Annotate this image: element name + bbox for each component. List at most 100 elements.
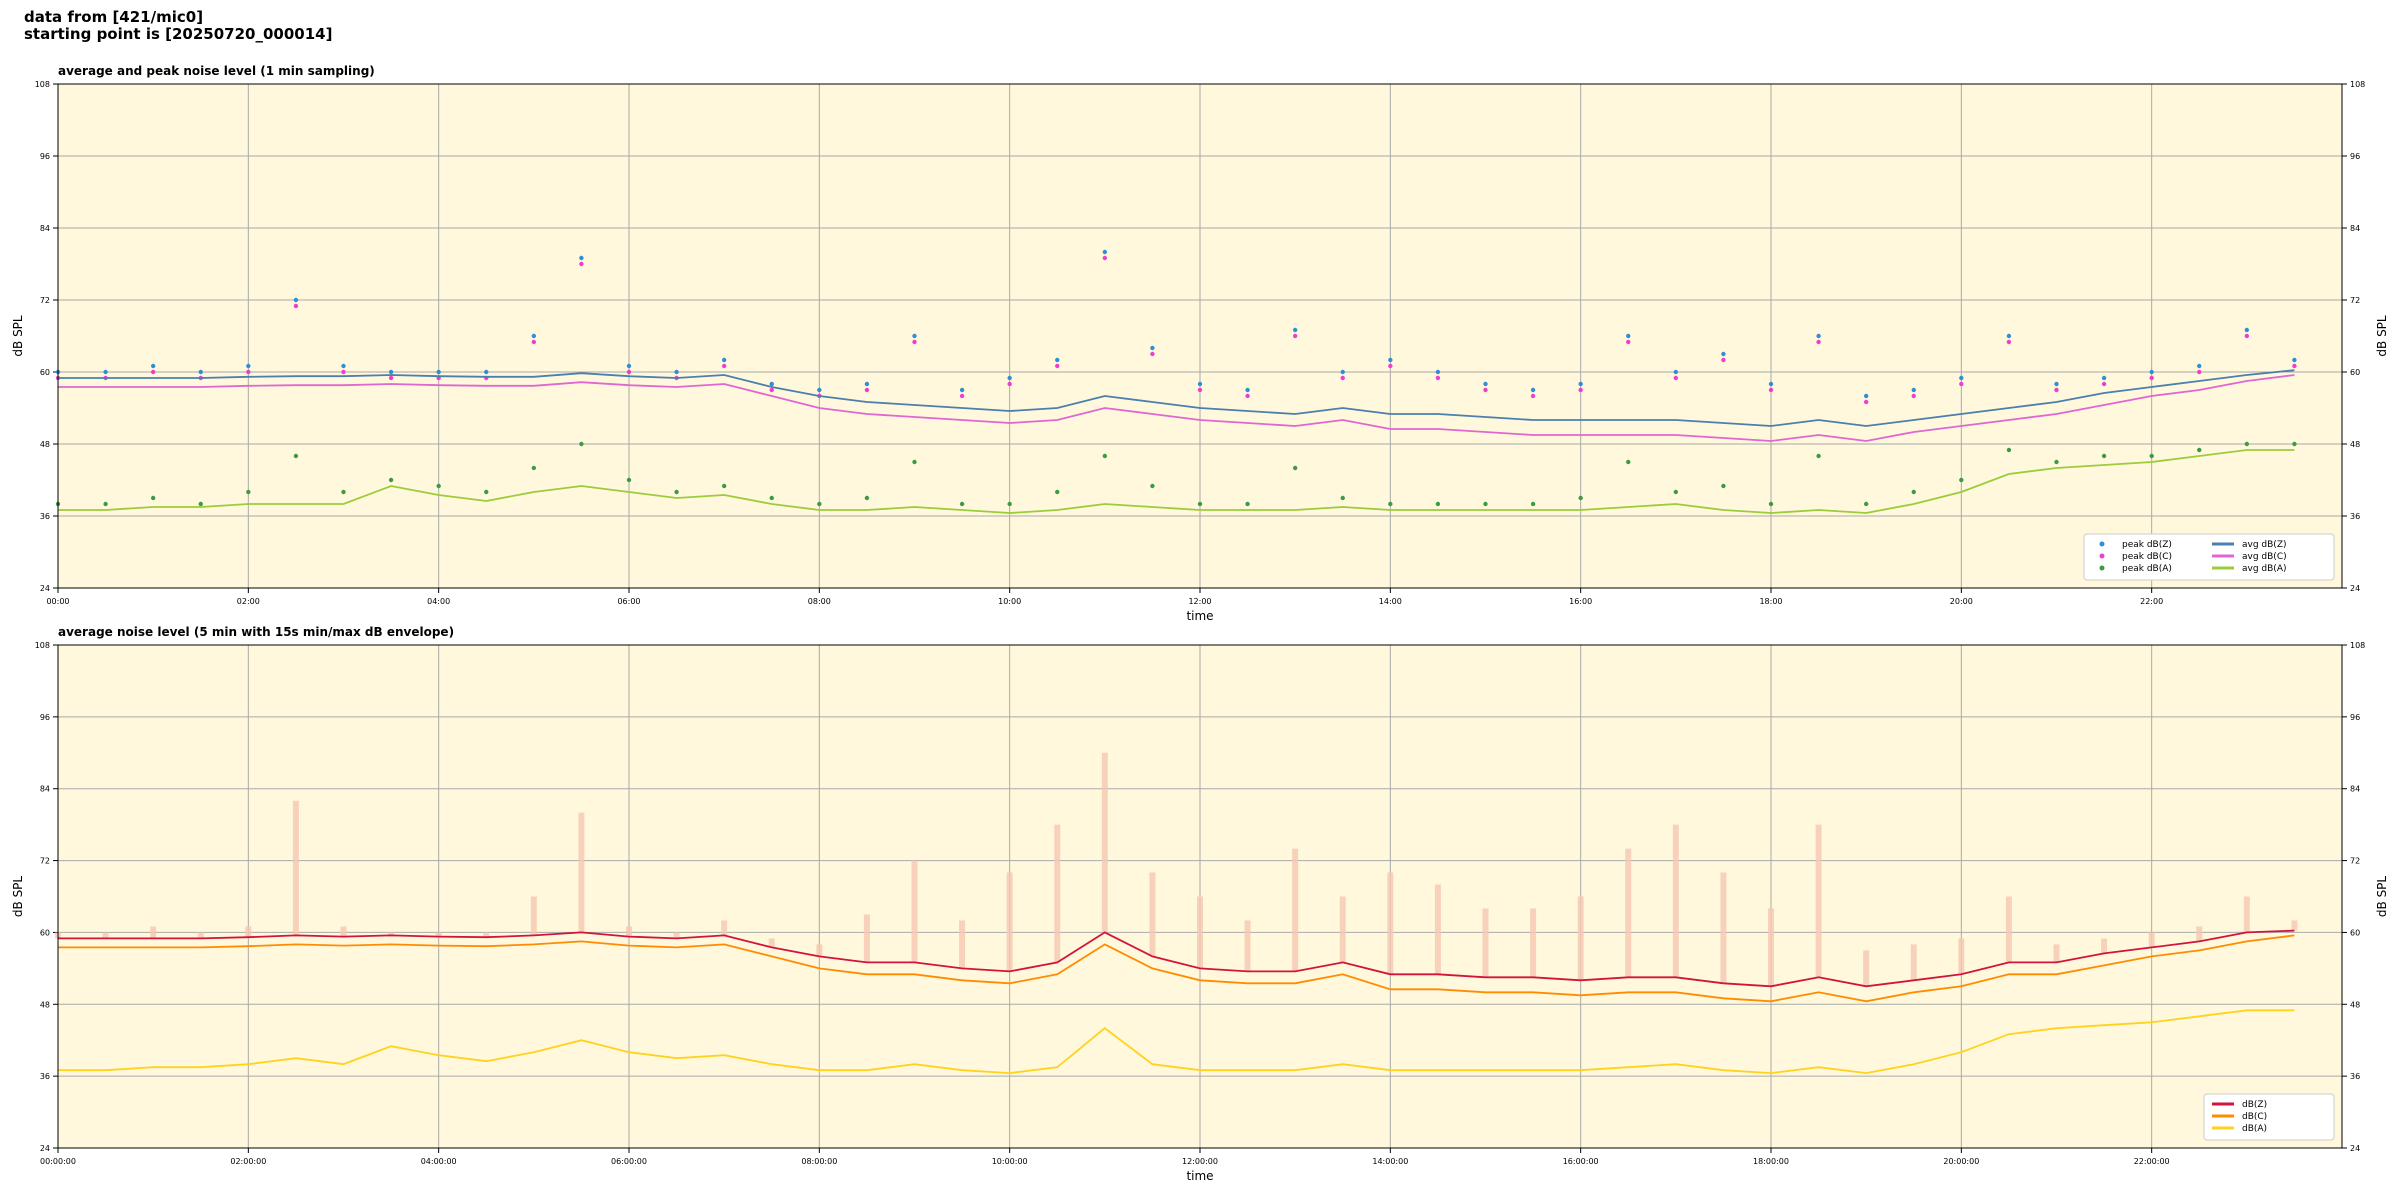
y-tick-label: 24 — [40, 1144, 50, 1153]
peak-point — [2006, 333, 2012, 339]
peak-point — [293, 297, 299, 303]
peak-point — [1959, 381, 1964, 387]
peak-point — [388, 369, 394, 375]
y-tick-label: 48 — [2350, 1000, 2360, 1009]
x-tick-label: 16:00 — [1569, 597, 1592, 606]
peak-point — [769, 495, 774, 501]
peak-point — [1721, 357, 1726, 363]
peak-point — [864, 381, 870, 387]
legend-label: dB(Z) — [2242, 1100, 2267, 1110]
x-tick-label: 10:00 — [998, 597, 1021, 606]
series-line — [58, 929, 2295, 988]
peak-point — [1340, 375, 1345, 381]
header-line: starting point is [20250720_000014] — [24, 25, 332, 43]
legend-box — [2083, 533, 2335, 581]
x-tick-label: 02:00:00 — [230, 1157, 266, 1166]
x-tick-label: 18:00 — [1759, 597, 1782, 606]
peak-point — [817, 501, 822, 507]
y-tick-label: 96 — [40, 152, 50, 161]
peak-point — [1245, 393, 1250, 399]
x-tick-label: 22:00 — [2140, 597, 2163, 606]
peak-point — [1959, 375, 1964, 381]
peak-point — [1340, 495, 1345, 501]
peak-point — [246, 363, 251, 369]
peak-point — [1435, 501, 1441, 507]
peak-point — [1292, 333, 1298, 339]
y-axis-label: dB SPL — [2375, 876, 2389, 918]
y-tick-label: 48 — [40, 1000, 50, 1009]
peak-point — [150, 363, 156, 369]
legend-label: dB(A) — [2242, 1124, 2267, 1134]
peak-point — [721, 483, 727, 489]
y-tick-label: 108 — [2350, 641, 2365, 650]
y-tick-label: 48 — [2350, 440, 2360, 449]
x-tick-label: 18:00:00 — [1753, 1157, 1789, 1166]
y-tick-label: 84 — [2350, 224, 2360, 233]
y-tick-label: 108 — [2350, 80, 2365, 89]
legend-label: peak dB(A) — [2122, 564, 2172, 574]
peak-point — [2244, 327, 2250, 333]
y-tick-label: 72 — [40, 857, 50, 866]
peak-point — [1007, 501, 1012, 507]
peak-point — [2292, 357, 2297, 363]
y-tick-label: 60 — [40, 928, 50, 937]
x-tick-label: 04:00:00 — [421, 1157, 457, 1166]
y-tick-label: 96 — [2350, 152, 2360, 161]
peak-point — [1673, 375, 1679, 381]
legend-marker — [2099, 541, 2105, 547]
peak-point — [103, 501, 108, 507]
peak-point — [912, 333, 917, 339]
peak-point — [864, 387, 870, 393]
peak-point — [1530, 393, 1536, 399]
x-tick-label: 12:00 — [1188, 597, 1211, 606]
peak-point — [721, 357, 727, 363]
y-tick-label: 84 — [2350, 785, 2360, 794]
peak-point — [626, 369, 632, 375]
peak-point — [2054, 387, 2059, 393]
peak-point — [1578, 495, 1583, 501]
peak-point — [1768, 387, 1774, 393]
peak-point — [1388, 363, 1393, 369]
peak-point — [1388, 501, 1393, 507]
peak-point — [150, 495, 156, 501]
peak-point — [484, 489, 489, 495]
y-tick-label: 24 — [40, 584, 50, 593]
peak-point — [1245, 387, 1250, 393]
y-tick-label: 36 — [2350, 1072, 2360, 1081]
x-axis-label: time — [1186, 1169, 1213, 1183]
peak-point — [436, 369, 441, 375]
y-tick-label: 108 — [35, 80, 50, 89]
plot-frame — [57, 644, 2343, 1149]
legend-label: dB(C) — [2242, 1112, 2267, 1122]
peak-point — [1150, 483, 1155, 489]
peak-point — [2292, 363, 2297, 369]
peak-point — [2054, 381, 2059, 387]
y-tick-label: 60 — [2350, 928, 2360, 937]
peak-point — [1292, 327, 1298, 333]
peak-point — [1816, 333, 1821, 339]
y-tick-label: 96 — [2350, 713, 2360, 722]
x-tick-label: 20:00:00 — [1943, 1157, 1979, 1166]
peak-point — [1911, 387, 1916, 393]
peak-point — [1483, 381, 1488, 387]
peak-point — [484, 369, 489, 375]
peak-point — [579, 261, 584, 267]
legend-marker — [2099, 565, 2105, 571]
legend-label: peak dB(C) — [2122, 552, 2172, 562]
plot-frame — [57, 83, 2343, 589]
y-axis-label: dB SPL — [2375, 315, 2389, 357]
peak-point — [341, 369, 346, 375]
peak-point — [531, 465, 537, 471]
peak-point — [198, 369, 203, 375]
y-tick-label: 60 — [40, 368, 50, 377]
x-tick-label: 14:00 — [1379, 597, 1402, 606]
y-tick-label: 84 — [40, 224, 50, 233]
peak-point — [2197, 447, 2202, 453]
legend-label: avg dB(Z) — [2242, 540, 2287, 550]
y-tick-label: 24 — [2350, 584, 2360, 593]
peak-point — [1626, 459, 1631, 465]
peak-point — [2101, 375, 2107, 381]
peak-point — [1197, 387, 1203, 393]
chart-title: average and peak noise level (1 min samp… — [58, 64, 375, 78]
peak-point — [1102, 249, 1108, 255]
